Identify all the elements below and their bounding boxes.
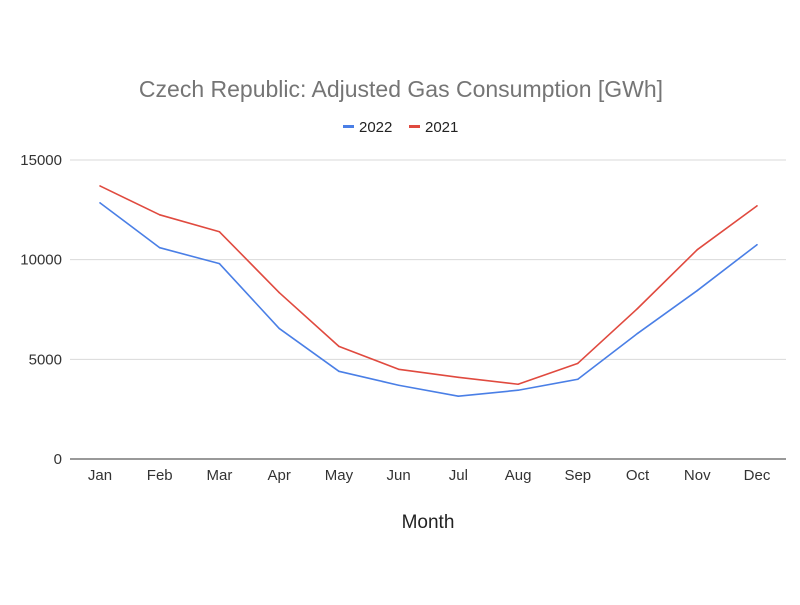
data-point-2021-dec[interactable] xyxy=(756,205,758,207)
data-point-2021-oct[interactable] xyxy=(636,307,639,310)
data-point-2022-apr[interactable] xyxy=(278,327,280,330)
data-point-2021-sep[interactable] xyxy=(577,362,579,365)
x-tick-label: Jul xyxy=(449,467,468,484)
data-point-2022-aug[interactable] xyxy=(517,389,519,392)
y-tick-label: 5000 xyxy=(29,351,62,368)
gridlines xyxy=(70,159,786,460)
y-tick-label: 10000 xyxy=(20,252,62,269)
chart-title: Czech Republic: Adjusted Gas Consumption… xyxy=(139,76,663,102)
x-tick-label: Apr xyxy=(268,467,291,484)
x-tick-label: Mar xyxy=(207,467,233,484)
data-point-2021-feb[interactable] xyxy=(158,214,161,216)
data-point-2022-may[interactable] xyxy=(338,370,340,373)
data-point-2021-nov[interactable] xyxy=(696,248,699,251)
x-tick-label: Feb xyxy=(147,467,173,484)
x-tick-label: May xyxy=(325,467,354,484)
legend: 2022 2021 xyxy=(343,119,458,136)
data-point-2021-jan[interactable] xyxy=(99,185,101,187)
legend-label-2022: 2022 xyxy=(359,119,392,136)
series-line-2021[interactable] xyxy=(99,185,758,386)
data-point-2022-nov[interactable] xyxy=(696,289,699,292)
x-tick-label: Oct xyxy=(626,467,650,484)
data-point-2021-mar[interactable] xyxy=(218,230,221,233)
legend-item-2022[interactable]: 2022 xyxy=(343,119,392,136)
x-tick-label: Sep xyxy=(564,467,591,484)
x-tick-label: Jun xyxy=(387,467,411,484)
x-tick-label: Jan xyxy=(88,467,112,484)
data-point-2022-oct[interactable] xyxy=(636,332,639,335)
data-point-2021-aug[interactable] xyxy=(517,383,519,386)
data-point-2022-dec[interactable] xyxy=(756,243,758,246)
data-point-2022-feb[interactable] xyxy=(158,246,161,249)
y-tick-label: 15000 xyxy=(20,152,62,169)
x-axis-ticks: Jan Feb Mar Apr May Jun Jul Aug Sep Oct Nov Dec xyxy=(88,467,771,484)
data-point-2021-may[interactable] xyxy=(338,345,340,348)
y-tick-label: 0 xyxy=(54,451,62,468)
data-point-2022-sep[interactable] xyxy=(577,378,579,381)
x-axis-title: Month xyxy=(402,512,455,533)
series-line-2022[interactable] xyxy=(99,202,758,398)
data-point-2022-jan[interactable] xyxy=(99,202,101,204)
data-point-2022-mar[interactable] xyxy=(218,262,221,265)
data-point-2021-jun[interactable] xyxy=(397,368,400,371)
legend-label-2021: 2021 xyxy=(425,119,458,136)
series-lines xyxy=(99,185,758,398)
data-point-2021-jul[interactable] xyxy=(457,376,460,379)
legend-swatch-2022 xyxy=(343,125,354,128)
data-point-2022-jul[interactable] xyxy=(457,395,460,398)
x-tick-label: Dec xyxy=(744,467,771,484)
legend-item-2021[interactable]: 2021 xyxy=(409,119,458,136)
data-point-2021-apr[interactable] xyxy=(278,291,280,294)
data-point-2022-jun[interactable] xyxy=(397,384,400,387)
x-tick-label: Nov xyxy=(684,467,711,484)
x-tick-label: Aug xyxy=(505,467,532,484)
legend-swatch-2021 xyxy=(409,125,420,128)
y-axis-ticks: 0 5000 10000 15000 xyxy=(20,152,62,468)
